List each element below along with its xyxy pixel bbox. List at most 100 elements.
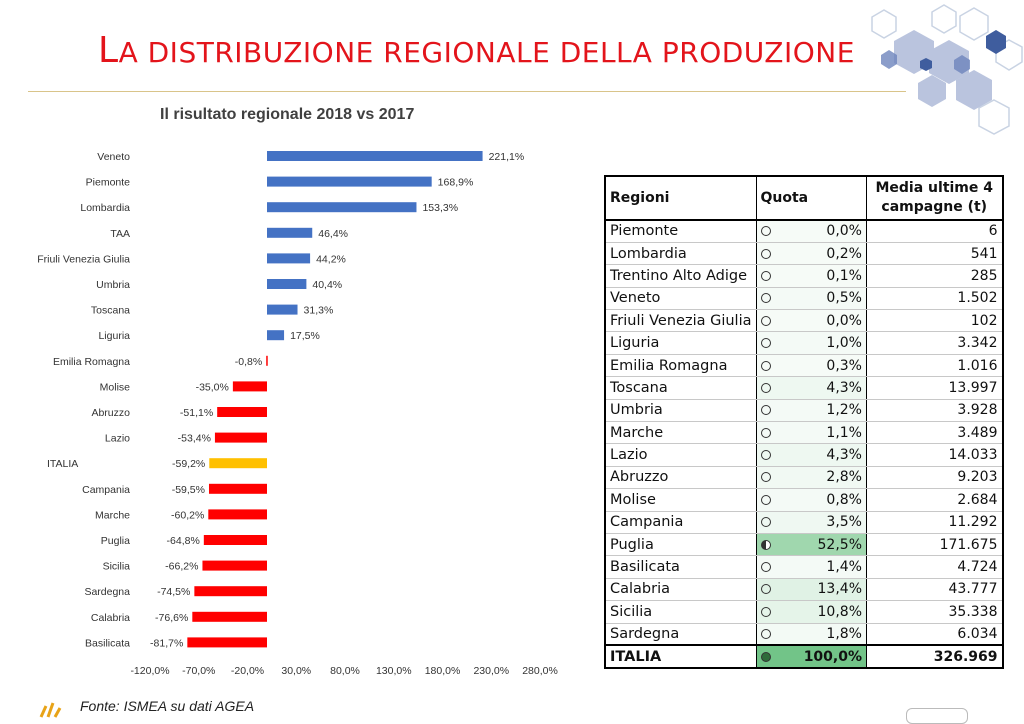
empty-circle-icon: [760, 562, 771, 573]
ismea-logo-icon: [39, 702, 62, 718]
region-cell: Molise: [604, 488, 756, 512]
table-row: Piemonte 0,0% 6: [604, 220, 1004, 243]
media-cell: 171.675: [866, 533, 1004, 557]
bar-chart: Veneto 221,1% Piemonte 168,9% Lombardia 153,3…: [37, 151, 558, 677]
empty-circle-icon: [760, 315, 771, 326]
data-label: 221,1%: [489, 151, 525, 163]
quota-cell: 2,8%: [770, 466, 867, 490]
full-circle-icon: [760, 651, 771, 662]
region-cell: Sardegna: [604, 623, 756, 646]
table-row: Puglia 52,5% 171.675: [604, 533, 1004, 557]
quota-cell: 1,1%: [770, 421, 867, 445]
table-row: Lombardia 0,2% 541: [604, 242, 1004, 266]
data-label: 46,4%: [318, 228, 348, 240]
category-label: Puglia: [101, 535, 130, 547]
quota-icon-cell: [755, 421, 771, 445]
data-label: -51,1%: [180, 407, 213, 419]
media-cell: 541: [866, 242, 1004, 266]
region-cell: Marche: [604, 421, 756, 445]
category-label: Molise: [100, 381, 131, 393]
data-label: -0,8%: [235, 356, 262, 368]
empty-circle-icon: [760, 494, 771, 505]
table-row: Molise 0,8% 2.684: [604, 488, 1004, 512]
x-tick-label: 280,0%: [522, 665, 558, 677]
empty-circle-icon: [760, 226, 771, 237]
category-label: Calabria: [91, 612, 130, 624]
category-label: Basilicata: [85, 637, 130, 649]
data-label: -59,2%: [172, 458, 205, 470]
empty-circle-icon: [760, 405, 771, 416]
quota-cell: 0,1%: [770, 264, 867, 288]
quota-cell: 0,3%: [770, 354, 867, 378]
category-label: Abruzzo: [91, 407, 130, 419]
data-label: -59,5%: [172, 484, 205, 496]
bar-puglia: [203, 535, 267, 545]
table-row: Basilicata 1,4% 4.724: [604, 555, 1004, 579]
table-row: Liguria 1,0% 3.342: [604, 331, 1004, 355]
media-cell: 43.777: [866, 578, 1004, 602]
category-label: Friuli Venezia Giulia: [37, 253, 130, 265]
data-label: -66,2%: [165, 561, 198, 573]
bar-piemonte: [267, 176, 432, 187]
media-cell: 326.969: [866, 644, 1004, 669]
table-row: Sardegna 1,8% 6.034: [604, 623, 1004, 646]
region-cell: Piemonte: [604, 220, 756, 243]
media-cell: 6.034: [866, 623, 1004, 646]
table-row: Abruzzo 2,8% 9.203: [604, 466, 1004, 490]
empty-circle-icon: [760, 360, 771, 371]
quota-cell: 13,4%: [770, 578, 867, 602]
table-row: Trentino Alto Adige 0,1% 285: [604, 264, 1004, 288]
category-label: Sicilia: [103, 561, 131, 573]
category-label: Emilia Romagna: [53, 356, 130, 368]
region-cell: Liguria: [604, 331, 756, 355]
bar-basilicata: [187, 637, 267, 648]
media-cell: 3.928: [866, 399, 1004, 423]
table-row: Marche 1,1% 3.489: [604, 421, 1004, 445]
quota-icon-cell: [755, 623, 771, 646]
empty-circle-icon: [760, 293, 771, 304]
media-cell: 1.016: [866, 354, 1004, 378]
media-cell: 4.724: [866, 555, 1004, 579]
quota-icon-cell: [755, 287, 771, 311]
quota-icon-cell: [755, 511, 771, 534]
table-row: Calabria 13,4% 43.777: [604, 578, 1004, 602]
bar-lazio: [214, 432, 267, 443]
quota-cell: 0,5%: [770, 287, 867, 311]
bar-abruzzo: [217, 407, 267, 417]
bar-sardegna: [194, 586, 267, 597]
region-cell: Lazio: [604, 443, 756, 467]
quota-icon-cell: [755, 533, 771, 557]
bar-veneto: [267, 151, 483, 161]
quota-icon-cell: [755, 488, 771, 512]
category-label: TAA: [110, 228, 130, 240]
region-cell: Campania: [604, 511, 756, 534]
x-tick-label: 30,0%: [281, 665, 311, 677]
quota-cell: 4,3%: [770, 443, 867, 467]
bar-friuli-venezia-giulia: [267, 253, 311, 264]
media-cell: 35.338: [866, 600, 1004, 624]
region-cell: Emilia Romagna: [604, 354, 756, 378]
quota-icon-cell: [755, 443, 771, 467]
table-row: Veneto 0,5% 1.502: [604, 287, 1004, 311]
quota-icon-cell: [755, 600, 771, 624]
data-label: -74,5%: [157, 586, 190, 598]
media-cell: 1.502: [866, 287, 1004, 311]
region-cell: Basilicata: [604, 555, 756, 579]
category-label: Marche: [95, 509, 130, 521]
category-label: Sardegna: [84, 586, 130, 598]
quota-icon-cell: [755, 331, 771, 355]
quota-cell: 4,3%: [770, 376, 867, 400]
data-label: 40,4%: [312, 279, 342, 291]
media-cell: 14.033: [866, 443, 1004, 467]
quota-cell: 3,5%: [770, 511, 867, 534]
data-label: -64,8%: [167, 535, 200, 547]
bar-emilia-romagna: [266, 355, 268, 366]
region-cell: ITALIA: [604, 644, 756, 669]
quota-cell: 1,4%: [770, 555, 867, 579]
quota-icon-cell: [755, 264, 771, 288]
bar-marche: [208, 509, 267, 520]
table-row: Lazio 4,3% 14.033: [604, 443, 1004, 467]
category-label: Campania: [82, 484, 130, 496]
data-label: 153,3%: [422, 202, 458, 214]
header-regioni: Regioni: [604, 175, 756, 221]
